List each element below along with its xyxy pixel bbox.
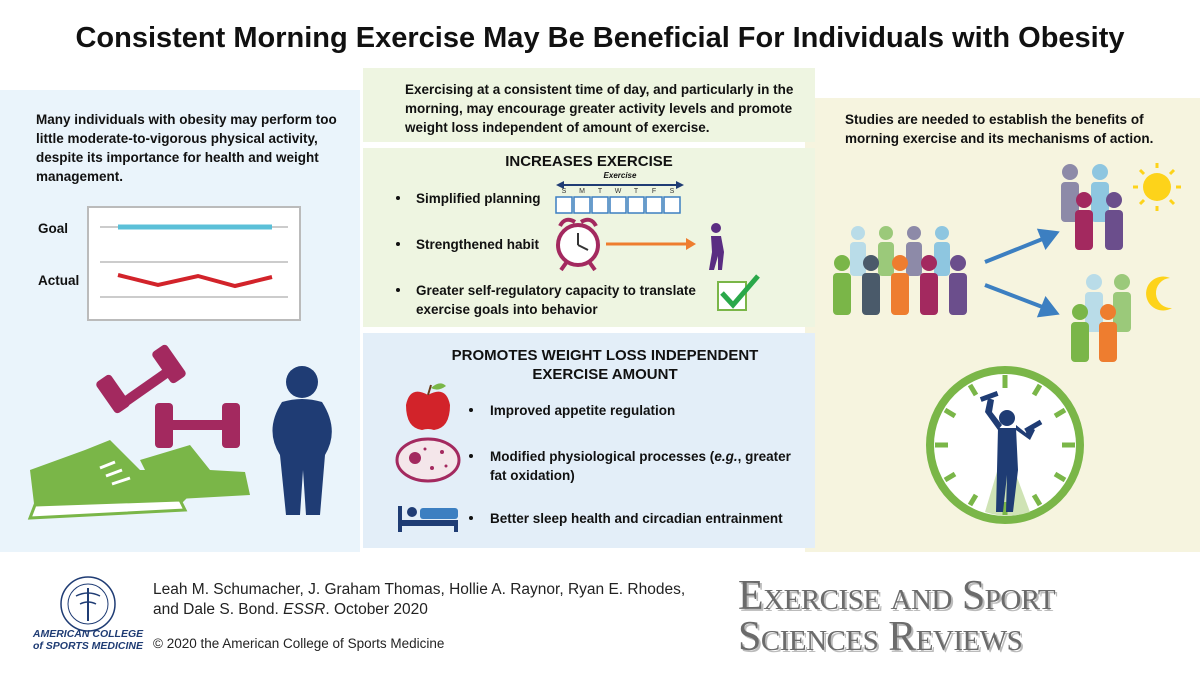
text: and Dale S. Bond. ESSR. October 2020 — [153, 600, 685, 620]
calendar-day: S — [669, 188, 675, 195]
weight-item: Better sleep health and circadian entrai… — [490, 511, 783, 526]
text: ESSR — [283, 601, 326, 618]
citation: Leah M. Schumacher, J. Graham Thomas, Ho… — [153, 580, 685, 620]
clock-icon — [926, 366, 1084, 524]
text: and Dale S. Bond. — [153, 601, 284, 618]
shoe-icon — [27, 440, 250, 520]
calendar-day: W — [614, 188, 622, 195]
journal-title: Exercise and Sport — [738, 573, 1056, 619]
split-arrows — [984, 228, 1060, 318]
goal-chart — [87, 206, 301, 321]
goal-label: Goal — [38, 221, 69, 236]
acsm-logo — [60, 576, 116, 632]
check-icon — [717, 274, 760, 311]
intro-text: Exercising at a consistent time of day, … — [405, 82, 794, 135]
alarm-clock-icon — [556, 217, 600, 272]
arrow-head — [686, 238, 696, 250]
copyright: © 2020 the American College of Sports Me… — [153, 636, 445, 651]
weight-item: Modified physiological processes (e.g., … — [490, 447, 800, 485]
right-text: Studies are needed to establish the bene… — [845, 112, 1154, 146]
crowd-icon — [833, 226, 967, 315]
intro-panel — [363, 68, 815, 142]
journal-title: Sciences Reviews — [738, 614, 1023, 660]
left-text: Many individuals with obesity may perfor… — [36, 112, 337, 184]
walker-icon — [709, 223, 724, 270]
text: of SPORTS MEDICINE — [32, 640, 144, 652]
text: Modified physiological processes ( — [490, 449, 715, 464]
exercise-item: Greater self-regulatory capacity to tran… — [416, 283, 696, 317]
text: Leah M. Schumacher, J. Graham Thomas, Ho… — [153, 581, 686, 598]
calendar-day: T — [633, 188, 639, 195]
weight-heading: PROMOTES WEIGHT LOSS INDEPENDENT EXERCIS… — [451, 347, 759, 383]
text: , greater fat oxidation) — [490, 449, 791, 483]
weight-item: Improved appetite regulation — [490, 403, 676, 418]
person-icon — [272, 366, 332, 515]
calendar-day: F — [651, 188, 657, 195]
calendar-day: S — [561, 188, 567, 195]
logo-text: AMERICAN COLLEGE of SPORTS MEDICINE — [20, 628, 156, 652]
text: . October 2020 — [325, 601, 428, 618]
title: Consistent Morning Exercise May Be Benef… — [75, 22, 1125, 54]
text: AMERICAN COLLEGE — [32, 628, 144, 640]
calendar-day: M — [579, 188, 585, 195]
evening-group — [1071, 274, 1172, 362]
exercise-item: Simplified planning — [416, 191, 541, 206]
actual-label: Actual — [38, 273, 80, 288]
text: e.g. — [714, 449, 738, 464]
bed-icon — [398, 506, 458, 532]
cell-icon — [395, 437, 461, 483]
exercise-heading: INCREASES EXERCISE — [505, 153, 673, 170]
calendar-day: T — [597, 188, 603, 195]
calendar-label: Exercise — [603, 171, 637, 180]
dumbbells-icon — [96, 344, 240, 448]
exercise-item: Strengthened habit — [416, 237, 540, 252]
bullets — [396, 196, 473, 520]
apple-icon — [406, 383, 450, 430]
morning-group — [1061, 163, 1181, 250]
calendar-icon — [555, 181, 684, 214]
